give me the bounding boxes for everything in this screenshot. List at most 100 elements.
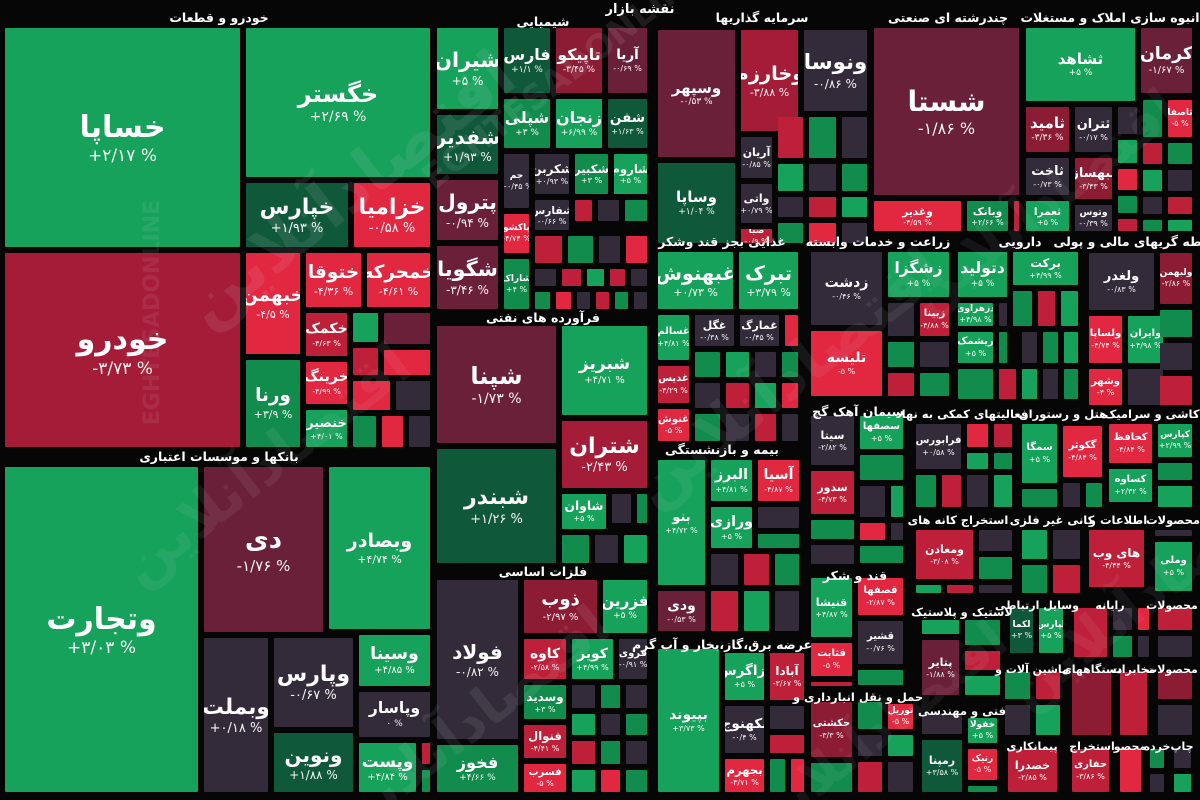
- stock-tile-شتران[interactable]: شتران -۲/۴۳ %: [562, 421, 647, 488]
- stock-tile-خبهمن[interactable]: خبهمن -۴/۵ %: [246, 253, 300, 354]
- stock-tile-ورنا[interactable]: ورنا +۳/۹ %: [246, 360, 300, 447]
- stock-tile-غمارگ[interactable]: غمارگ -۰/۴۵ %: [740, 315, 779, 346]
- stock-tile-فزرین[interactable]: فزرین +۵ %: [603, 580, 647, 633]
- stock-tile-ومعادن[interactable]: ومعادن -۳/۰۸ %: [916, 530, 973, 579]
- stock-tile-ثامید[interactable]: ثامید -۳/۳۶ %: [1026, 107, 1069, 152]
- stock-tile-وتجارت[interactable]: وتجارت +۳/۰۳ %: [5, 467, 198, 792]
- stock-tile-وتوس[interactable]: وتوس -۰/۳۹ %: [1075, 205, 1112, 231]
- stock-tile-رمپنا[interactable]: رمپنا +۳/۵۸ %: [922, 740, 962, 792]
- stock-tile-زدشت[interactable]: زدشت -۰/۴۶ %: [811, 252, 882, 325]
- stock-tile-شپلی[interactable]: شپلی +۳ %: [504, 99, 550, 148]
- stock-tile-واتی[interactable]: واتی +۰/۷۹ %: [741, 184, 772, 223]
- stock-tile-وپست[interactable]: وپست +۴/۸۴ %: [359, 743, 416, 792]
- stock-tile-وبانک[interactable]: وبانک +۲/۶۶ %: [967, 201, 1008, 231]
- stock-tile-وشهر[interactable]: وشهر -۴ %: [1089, 369, 1122, 405]
- stock-tile-ورازی[interactable]: ورازی +۵ %: [711, 507, 752, 548]
- stock-tile-تاپیکو[interactable]: تاپیکو -۳/۴۵ %: [556, 28, 602, 93]
- stock-tile-زنجان[interactable]: زنجان +۶/۹۹ %: [556, 99, 602, 148]
- stock-tile-فولاد[interactable]: فولاد -۰/۸۲ %: [437, 580, 518, 739]
- stock-tile-وایران[interactable]: وایران +۴/۹۸ %: [1128, 316, 1163, 363]
- stock-tile-قثابت[interactable]: قثابت -۵ %: [811, 643, 852, 676]
- stock-tile-وملی[interactable]: وملی +۵ %: [1155, 542, 1192, 591]
- stock-tile-البرز[interactable]: البرز +۴/۸۱ %: [711, 460, 752, 501]
- stock-tile-فسرب[interactable]: فسرب -۵ %: [524, 764, 566, 792]
- stock-tile-گکوثر[interactable]: گکوثر -۴/۸۴ %: [1063, 426, 1102, 477]
- stock-tile-آریان[interactable]: آریان -۰/۸۵ %: [741, 137, 772, 178]
- stock-tile-رنیک[interactable]: رنیک -۵ %: [968, 749, 997, 780]
- stock-tile-ثشاهد[interactable]: ثشاهد +۵ %: [1026, 28, 1135, 101]
- stock-tile-فنوال[interactable]: فنوال -۴/۴۱ %: [524, 725, 566, 758]
- stock-tile-خنصیر[interactable]: خنصیر +۴/۰۱ %: [306, 410, 347, 447]
- stock-tile-وساپا[interactable]: وساپا +۱/۰۴ %: [658, 163, 735, 243]
- stock-tile-بکهنوج[interactable]: بکهنوج-۰/۴ %: [725, 706, 764, 753]
- stock-tile-شیران[interactable]: شیران +۵ %: [437, 28, 498, 109]
- stock-tile-وبصادر[interactable]: وبصادر +۴/۷۴ %: [329, 467, 430, 629]
- stock-tile-وخارزم[interactable]: وخارزم-۳/۸۸ %: [741, 30, 798, 131]
- stock-tile-ولبهمن[interactable]: ولبهمن -۲/۸۶ %: [1160, 253, 1192, 304]
- stock-tile-شاراک[interactable]: شاراک +۴ %: [504, 259, 529, 309]
- stock-tile-تلیسه[interactable]: تلیسه -۵ %: [811, 331, 882, 396]
- stock-tile-لکما[interactable]: لکما +۳ %: [1010, 608, 1033, 653]
- stock-tile-خپارس[interactable]: خپارس +۱/۹۳ %: [246, 183, 348, 247]
- stock-tile-برکت[interactable]: برکت +۴/۹۹ %: [1013, 252, 1078, 285]
- stock-tile-غبهنوش[interactable]: غبهنوش +۰/۷۳ %: [658, 252, 733, 309]
- stock-tile-ونوسا[interactable]: ونوسا -۰/۸۶ %: [804, 30, 867, 111]
- stock-tile-خگستر[interactable]: خگستر +۲/۶۹ %: [246, 28, 430, 177]
- stock-tile-بجهرم[interactable]: بجهرم -۴/۷۱ %: [725, 759, 764, 792]
- stock-tile-کحافظ[interactable]: کحافظ -۴/۸۴ %: [1109, 424, 1152, 463]
- stock-tile-بپیوند[interactable]: بپیوند +۳/۷۳ %: [658, 649, 719, 792]
- stock-tile-لپارس[interactable]: لپارس+۵ %: [1039, 608, 1063, 653]
- stock-tile-شاروم[interactable]: شاروم +۵ %: [614, 154, 647, 194]
- stock-tile-شفارس[interactable]: شفارس-۰/۶۶ %: [535, 200, 569, 230]
- stock-tile-خودرو[interactable]: خودرو -۳/۷۳ %: [5, 253, 240, 447]
- stock-tile-خکمک[interactable]: خکمک -۴/۶۳ %: [306, 313, 347, 356]
- stock-tile-آسیا[interactable]: آسیا -۴/۸۷ %: [758, 460, 799, 501]
- stock-tile-ثبهساز[interactable]: ثبهساز-۳/۴۳ %: [1075, 158, 1112, 199]
- stock-tile-دی[interactable]: دی -۱/۷۶ %: [204, 467, 323, 632]
- stock-tile-غنوش[interactable]: غنوش -۵ %: [658, 409, 689, 441]
- stock-tile-وپاسار[interactable]: وپاسار ۰ %: [359, 692, 430, 737]
- stock-tile-شفدیر[interactable]: شفدیر +۱/۹۳ %: [437, 115, 498, 174]
- stock-tile-ثتران[interactable]: ثتران -۰/۱۷ %: [1075, 107, 1112, 152]
- stock-tile-خزامیا[interactable]: خزامیا -۰/۵۸ %: [354, 183, 430, 247]
- stock-tile-حفاری[interactable]: حفاری -۳/۸۶ %: [1072, 749, 1109, 792]
- stock-tile-قصفها[interactable]: قصفها -۲/۸۷ %: [858, 578, 903, 615]
- stock-tile-وغدیر[interactable]: وغدیر -۴/۵۹ %: [874, 201, 961, 231]
- stock-tile-ختوقا[interactable]: ختوقا -۴/۳۶ %: [306, 253, 361, 307]
- stock-tile-سصفها[interactable]: سصفها +۵ %: [860, 416, 903, 449]
- stock-tile-شبریز[interactable]: شبریز +۴/۷۱ %: [562, 326, 647, 415]
- stock-tile-زبینا[interactable]: زبینا -۴/۸۸ %: [920, 303, 949, 336]
- stock-tile-صبا[interactable]: صبا -۰/۹ %: [741, 229, 772, 243]
- stock-tile-پترول[interactable]: پترول -۰/۹۴ %: [437, 180, 498, 240]
- stock-tile-فارس[interactable]: فارس +۱/۱ %: [504, 28, 550, 93]
- stock-tile-پتایر[interactable]: پتایر -۱/۸۸ %: [922, 640, 959, 695]
- stock-tile-بنو[interactable]: بنو +۴/۷۲ %: [658, 460, 705, 585]
- stock-tile-پاکشو[interactable]: پاکشو-۴/۷۴ %: [504, 214, 529, 253]
- stock-tile-فخوز[interactable]: فخوز +۴/۶۶ %: [437, 745, 518, 792]
- stock-tile-ولغدر[interactable]: ولغدر -۰/۸۳ %: [1089, 253, 1154, 310]
- stock-tile-خساپا[interactable]: خساپا +۲/۱۷ %: [5, 28, 240, 247]
- stock-tile-وپارس[interactable]: وپارس -۰/۶۷ %: [274, 638, 353, 727]
- stock-tile-آریا[interactable]: آریا -۰/۶۹ %: [608, 28, 647, 93]
- stock-tile-وسدید[interactable]: وسدید +۳ %: [524, 685, 566, 719]
- stock-tile-کرمان[interactable]: کرمان -۱/۶۷ %: [1141, 28, 1192, 93]
- stock-tile-کساوه[interactable]: کساوه +۲/۳۲ %: [1109, 469, 1152, 502]
- stock-tile-فرابورس[interactable]: فرابورس +۰/۵۸ %: [916, 424, 961, 469]
- stock-tile-کاوه[interactable]: کاوه -۲/۵۸ %: [524, 639, 566, 679]
- stock-tile-ثاصفا[interactable]: ثاصفا -۵ %: [1168, 100, 1192, 137]
- stock-tile-غگل[interactable]: غگل -۰/۳۸ %: [695, 315, 734, 346]
- stock-tile-دتولید[interactable]: دتولید +۵ %: [958, 252, 1007, 297]
- stock-tile-ونوین[interactable]: ونوین +۱/۸۸ %: [274, 733, 353, 792]
- stock-tile-غسالم[interactable]: غسالم +۴/۸۱ %: [658, 315, 689, 360]
- stock-tile-قنیشا[interactable]: قنیشا +۴/۸۷ %: [811, 578, 852, 637]
- stock-tile-شستا[interactable]: شستا -۱/۸۶ %: [874, 28, 1019, 195]
- stock-tile-فروی[interactable]: فروی -۰/۹۱ %: [619, 639, 647, 679]
- stock-tile-وسینا[interactable]: وسینا +۴/۸۵ %: [359, 635, 430, 686]
- stock-tile-شبندر[interactable]: شبندر +۱/۲۶ %: [437, 449, 556, 563]
- stock-tile-کویر[interactable]: کویر +۴/۹۹ %: [572, 639, 613, 679]
- stock-tile-کپارس[interactable]: کپارس +۲/۹۹ %: [1158, 424, 1192, 457]
- stock-tile-ریشمک[interactable]: ریشمک +۵ %: [958, 332, 993, 363]
- stock-tile-جم[interactable]: جم+۰/۴۵ %: [504, 154, 529, 208]
- stock-tile-خمحرکه[interactable]: خمحرکه -۴/۶۱ %: [367, 253, 430, 307]
- stock-tile-ودی[interactable]: ودی -۰/۵۳ %: [658, 591, 705, 631]
